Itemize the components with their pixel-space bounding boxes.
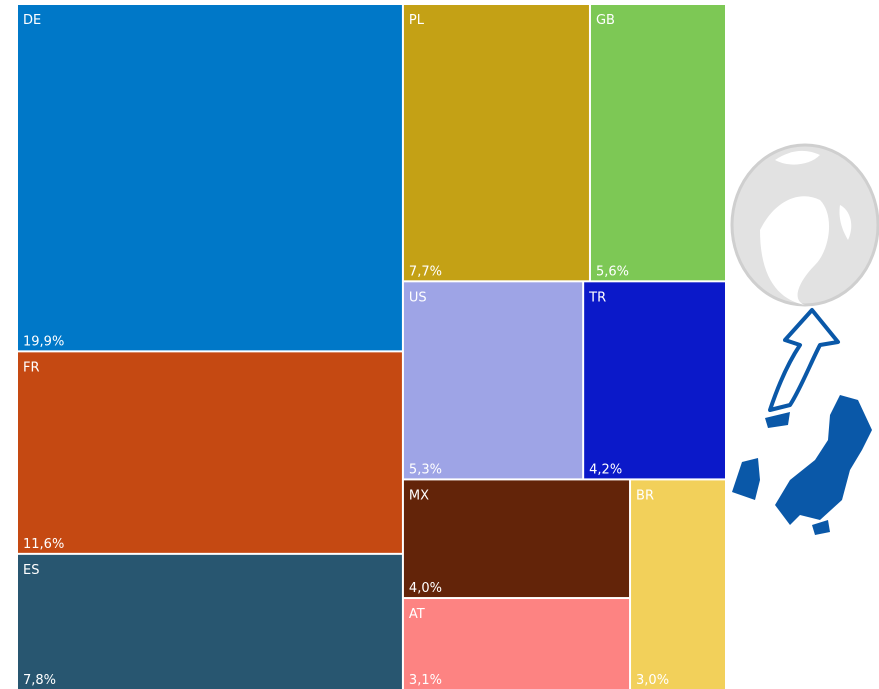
tile-label: ES (23, 563, 39, 578)
tile-value: 7,7% (409, 264, 442, 279)
tile (631, 480, 725, 689)
tile-label: GB (596, 13, 615, 28)
tile-label: TR (588, 290, 606, 305)
tile (18, 554, 402, 689)
tile-value: 19,9% (23, 334, 64, 349)
tile-value: 11,6% (23, 537, 64, 552)
tile-value: 5,6% (596, 264, 629, 279)
tile (18, 5, 402, 351)
tile-label: US (409, 290, 427, 305)
tile-value: 7,8% (23, 673, 56, 688)
tile-label: FR (23, 360, 40, 375)
tile-value: 3,0% (636, 673, 669, 688)
tile (403, 480, 630, 598)
tile-label: MX (409, 488, 429, 503)
tile-label: PL (409, 13, 425, 28)
decor-icon (730, 143, 879, 535)
tile-label: AT (409, 607, 425, 622)
treemap: DE 19,9% FR 11,6% ES 7,8% PL 7,7% GB 5,6% US 5,3% TR… (18, 5, 725, 689)
tile (403, 282, 583, 479)
tile-label: DE (23, 13, 41, 28)
tile (403, 5, 589, 281)
tile-label: BR (636, 488, 654, 503)
tile-value: 3,1% (409, 673, 442, 688)
tile-value: 5,3% (409, 462, 442, 477)
tile (584, 282, 725, 479)
tile (403, 599, 630, 689)
tile-value: 4,2% (589, 462, 622, 477)
tile-value: 4,0% (409, 581, 442, 596)
tile (590, 5, 725, 281)
tile (18, 352, 402, 553)
